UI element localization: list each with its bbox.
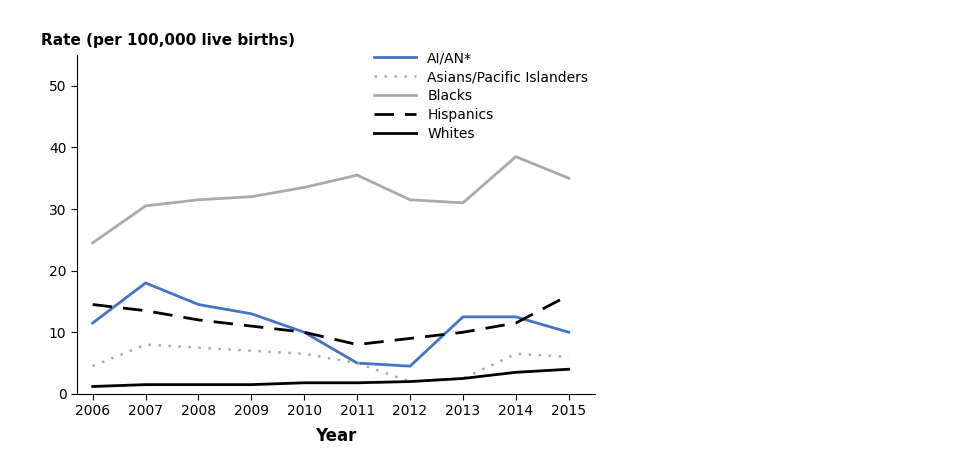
AI/AN*: [87, 320, 99, 326]
Text: Rate (per 100,000 live births): Rate (per 100,000 live births): [40, 33, 295, 48]
Blacks: [193, 197, 204, 202]
Asians/Pacific Islanders: [351, 360, 363, 366]
Hispanics: [87, 302, 99, 307]
Whites: [140, 382, 152, 387]
Whites: [299, 380, 310, 386]
AI/AN*: [193, 302, 204, 307]
Blacks: [404, 197, 416, 202]
Whites: [404, 379, 416, 384]
Asians/Pacific Islanders: [299, 351, 310, 357]
AI/AN*: [510, 314, 521, 320]
Hispanics: [299, 329, 310, 335]
Blacks: [87, 240, 99, 245]
Whites: [457, 376, 468, 381]
Blacks: [457, 200, 468, 206]
Whites: [193, 382, 204, 387]
Hispanics: [457, 329, 468, 335]
Blacks: [351, 172, 363, 178]
Hispanics: [510, 320, 521, 326]
Blacks: [299, 185, 310, 190]
Whites: [87, 384, 99, 389]
Hispanics: [563, 293, 574, 298]
Blacks: [563, 175, 574, 181]
Asians/Pacific Islanders: [457, 376, 468, 381]
AI/AN*: [457, 314, 468, 320]
Asians/Pacific Islanders: [404, 379, 416, 384]
Hispanics: [193, 317, 204, 323]
Legend: AI/AN*, Asians/Pacific Islanders, Blacks, Hispanics, Whites: AI/AN*, Asians/Pacific Islanders, Blacks…: [374, 52, 588, 141]
Blacks: [510, 154, 521, 159]
Hispanics: [404, 336, 416, 341]
Asians/Pacific Islanders: [246, 348, 257, 354]
Whites: [351, 380, 363, 386]
Asians/Pacific Islanders: [140, 342, 152, 347]
Whites: [510, 370, 521, 375]
AI/AN*: [351, 360, 363, 366]
Hispanics: [140, 308, 152, 313]
Asians/Pacific Islanders: [193, 345, 204, 350]
Line: Blacks: Blacks: [93, 157, 568, 243]
Line: AI/AN*: AI/AN*: [93, 283, 568, 366]
Line: Whites: Whites: [93, 369, 568, 387]
Hispanics: [246, 323, 257, 329]
AI/AN*: [404, 363, 416, 369]
Asians/Pacific Islanders: [87, 363, 99, 369]
AI/AN*: [299, 329, 310, 335]
AI/AN*: [246, 311, 257, 316]
Whites: [246, 382, 257, 387]
Asians/Pacific Islanders: [510, 351, 521, 357]
Blacks: [246, 194, 257, 199]
Asians/Pacific Islanders: [563, 354, 574, 360]
Blacks: [140, 203, 152, 209]
Line: Asians/Pacific Islanders: Asians/Pacific Islanders: [93, 344, 568, 382]
Whites: [563, 366, 574, 372]
Hispanics: [351, 342, 363, 347]
Line: Hispanics: Hispanics: [93, 295, 568, 344]
AI/AN*: [140, 280, 152, 286]
X-axis label: Year: Year: [315, 427, 357, 445]
AI/AN*: [563, 329, 574, 335]
